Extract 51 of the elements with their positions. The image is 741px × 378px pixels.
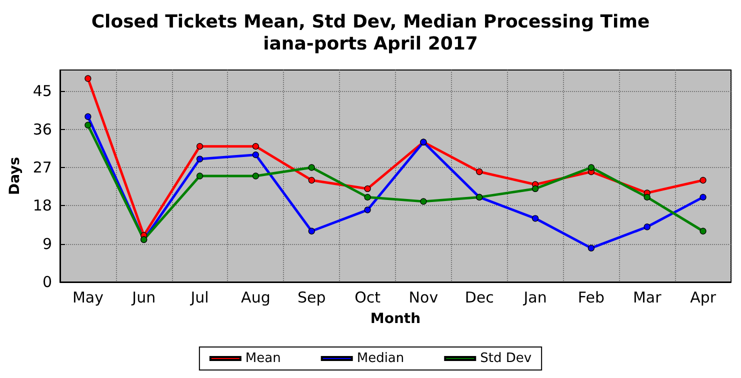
chart-subtitle: iana-ports April 2017: [263, 34, 478, 54]
x-tick-label: Oct: [354, 288, 381, 306]
x-tick-label: Jul: [190, 288, 209, 306]
point: [84, 113, 92, 120]
y-tick-label: 27: [32, 158, 52, 177]
x-tick-label: Jan: [522, 288, 547, 306]
point: [252, 172, 259, 180]
point: [308, 176, 315, 184]
point: [700, 194, 706, 200]
point: [420, 198, 427, 205]
point: [700, 228, 706, 234]
point: [532, 215, 539, 222]
y-tick-label: 18: [32, 196, 52, 215]
x-tick-label: Sep: [297, 288, 326, 306]
x-tick-label: Jun: [131, 288, 156, 306]
legend-label: Std Dev: [480, 351, 532, 366]
point: [700, 176, 706, 184]
x-tick-label: Mar: [632, 288, 662, 306]
x-tick-label: May: [72, 288, 104, 306]
legend-label: Mean: [245, 351, 281, 366]
point: [364, 194, 371, 200]
point: [588, 244, 595, 252]
x-tick-label: Apr: [690, 288, 717, 306]
point: [308, 228, 315, 234]
point: [588, 164, 595, 171]
y-tick-label: 0: [42, 273, 52, 291]
x-axis-title: Month: [370, 311, 421, 327]
y-tick-label: 36: [32, 120, 52, 138]
point: [308, 164, 315, 171]
point: [196, 172, 204, 180]
point: [364, 185, 371, 192]
x-tick-label: Feb: [578, 288, 604, 306]
point: [252, 143, 259, 150]
legend-label: Median: [356, 351, 404, 366]
x-tick-label: Nov: [408, 288, 438, 306]
point: [364, 206, 371, 214]
x-tick-label: Aug: [241, 288, 270, 306]
x-tick-label: Dec: [464, 288, 494, 306]
point: [644, 224, 650, 230]
y-axis-title: Days: [7, 156, 23, 196]
y-tick-label: 45: [32, 82, 52, 100]
y-tick-label: 9: [42, 234, 52, 253]
point: [196, 143, 204, 150]
point: [196, 156, 204, 162]
point: [252, 152, 259, 158]
point: [476, 168, 483, 176]
point: [84, 75, 92, 82]
point: [84, 122, 92, 128]
point: [532, 185, 539, 192]
chart-title: Closed Tickets Mean, Std Dev, Median Processing Time: [91, 12, 650, 32]
point: [644, 194, 650, 200]
